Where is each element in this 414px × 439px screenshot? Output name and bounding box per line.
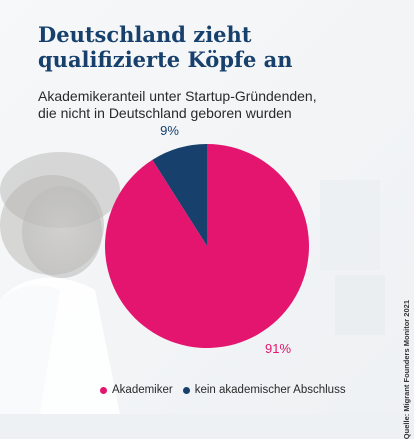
pie-labels: 9% 91% [160,123,291,356]
subtitle-line-2: die nicht in Deutschland geboren wurden [38,105,292,121]
title-line-1: Deutschland zieht [38,22,252,47]
legend-label-akademiker: Akademiker [112,384,173,396]
background-photo [0,0,414,414]
slice-akademiker [104,144,310,348]
legend-label-kein-abschluss: kein akademischer Abschluss [194,384,346,396]
legend-item-akademiker: Akademiker [100,384,173,396]
chart-subtitle: Akademikeranteil unter Startup-Gründende… [38,88,368,122]
subtitle-line-1: Akademikeranteil unter Startup-Gründende… [38,88,317,104]
legend-dot-kein-abschluss-icon [182,386,190,394]
label-kein-abschluss: 9% [160,123,179,138]
title-line-2: qualifizierte Köpfe an [38,47,293,72]
pie-slices [104,144,310,348]
slice-kein-abschluss [152,144,207,246]
legend-dot-akademiker-icon [100,386,107,394]
pie-chart: 9% 91% [104,123,310,356]
source-note: Quelle: Migrant Founders Monitor 2021 [402,300,411,439]
chart-legend: Akademiker kein akademischer Abschluss [100,384,356,396]
chart-title: Deutschland zieht qualifizierte Köpfe an [38,22,368,72]
legend-item-kein-abschluss: kein akademischer Abschluss [182,384,346,396]
label-akademiker: 91% [265,341,291,356]
